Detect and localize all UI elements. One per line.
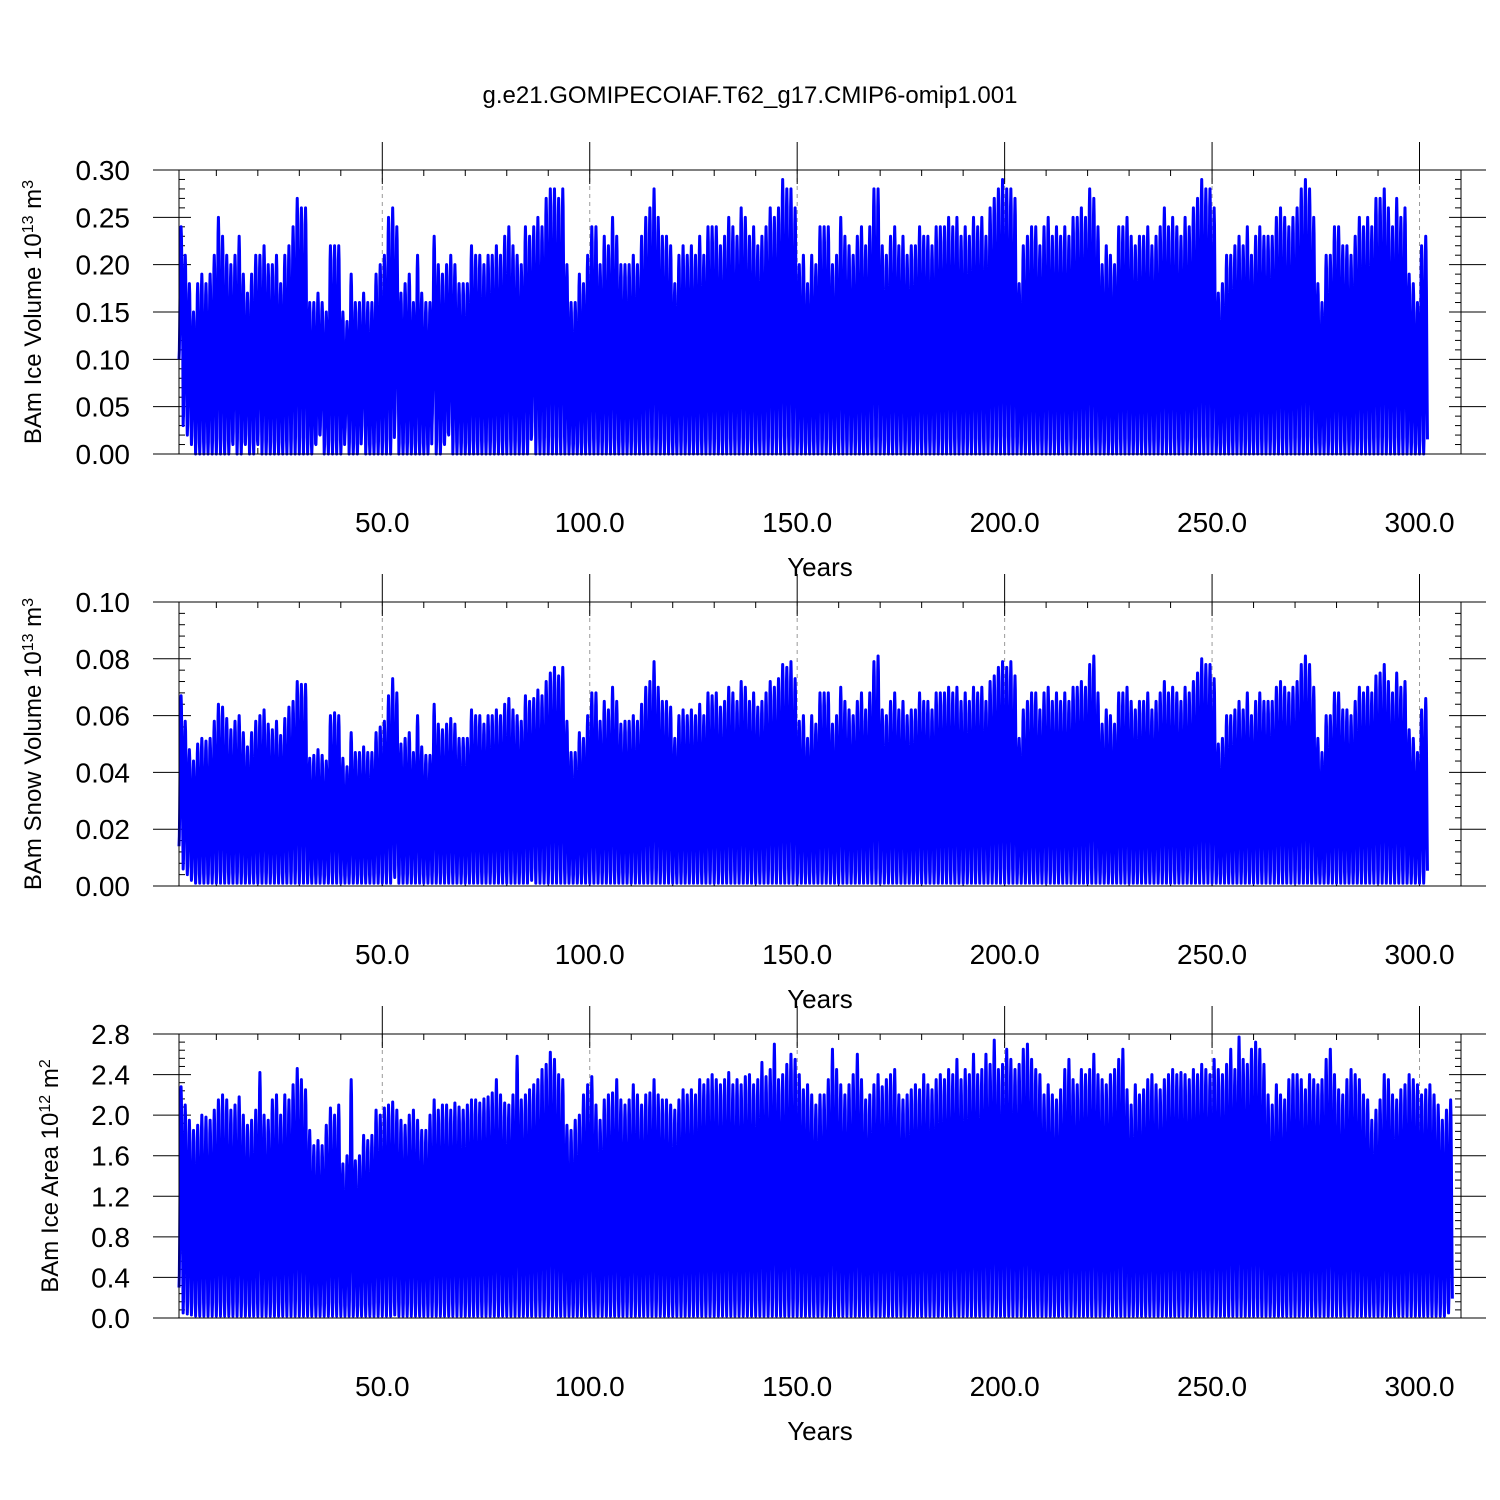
x-tick-label: 100.0 bbox=[555, 939, 625, 970]
x-tick-label: 100.0 bbox=[555, 507, 625, 538]
y-tick-label: 0.30 bbox=[76, 155, 131, 186]
x-tick-label: 50.0 bbox=[355, 507, 410, 538]
plot-frame bbox=[178, 601, 1462, 887]
chart-panel-1: 0.00 0.05 0.10 0.15 0.20 0.25 0.30 50.0 100.0 150… bbox=[20, 142, 1486, 582]
y-tick-label: 0.8 bbox=[91, 1222, 130, 1253]
y-tick-label: 0.25 bbox=[76, 202, 131, 233]
y-tick-label: 0.06 bbox=[76, 701, 131, 732]
y-tick-label: 2.4 bbox=[91, 1060, 130, 1091]
y-tick-label: 0.00 bbox=[76, 871, 131, 902]
plot-frame bbox=[178, 169, 1462, 455]
data-series-line bbox=[177, 1035, 1454, 1318]
y-axis-label: BAm Ice Volume 1013 m3 bbox=[20, 180, 48, 444]
x-tick-label: 150.0 bbox=[762, 507, 832, 538]
x-tick-label: 300.0 bbox=[1384, 939, 1454, 970]
y-tick-label: 0.00 bbox=[76, 439, 131, 470]
y-tick-label: 0.04 bbox=[76, 757, 131, 788]
y-axis-label: BAm Ice Area 1012 m2 bbox=[37, 1059, 65, 1293]
y-tick-label: 0.4 bbox=[91, 1262, 130, 1293]
x-axis-label: Years bbox=[787, 552, 853, 582]
data-series-line bbox=[177, 654, 1429, 885]
x-axis-label: Years bbox=[787, 984, 853, 1014]
y-tick-label: 1.6 bbox=[91, 1141, 130, 1172]
x-tick-label: 200.0 bbox=[970, 939, 1040, 970]
x-tick-label: 50.0 bbox=[355, 1371, 410, 1402]
x-tick-label: 250.0 bbox=[1177, 1371, 1247, 1402]
y-tick-label: 0.08 bbox=[76, 644, 131, 675]
x-tick-label: 200.0 bbox=[970, 1371, 1040, 1402]
y-tick-label: 0.02 bbox=[76, 814, 131, 845]
y-tick-label: 0.20 bbox=[76, 250, 131, 281]
x-tick-label: 300.0 bbox=[1384, 1371, 1454, 1402]
chart-title: g.e21.GOMIPECOIAF.T62_g17.CMIP6-omip1.00… bbox=[482, 82, 1018, 109]
x-axis-label: Years bbox=[787, 1416, 853, 1446]
x-tick-label: 100.0 bbox=[555, 1371, 625, 1402]
y-tick-label: 0.05 bbox=[76, 392, 131, 423]
x-tick-label: 150.0 bbox=[762, 939, 832, 970]
y-tick-label: 0.10 bbox=[76, 344, 131, 375]
y-tick-label: 0.10 bbox=[76, 587, 131, 618]
data-series-line bbox=[177, 177, 1429, 456]
y-tick-label: 0.0 bbox=[91, 1303, 130, 1334]
x-tick-label: 300.0 bbox=[1384, 507, 1454, 538]
x-tick-label: 50.0 bbox=[355, 939, 410, 970]
chart-panel-3: 0.0 0.4 0.8 1.2 1.6 2.0 2.4 2.8 50.0 100.0 150.0 20… bbox=[37, 1006, 1486, 1446]
y-tick-label: 0.15 bbox=[76, 297, 131, 328]
x-tick-label: 150.0 bbox=[762, 1371, 832, 1402]
x-tick-label: 200.0 bbox=[970, 507, 1040, 538]
y-tick-label: 2.8 bbox=[91, 1019, 130, 1050]
x-tick-label: 250.0 bbox=[1177, 939, 1247, 970]
y-tick-label: 1.2 bbox=[91, 1181, 130, 1212]
plot-frame bbox=[178, 1033, 1462, 1319]
y-tick-label: 2.0 bbox=[91, 1100, 130, 1131]
y-axis-label: BAm Snow Volume 1013 m3 bbox=[20, 598, 48, 890]
x-tick-label: 250.0 bbox=[1177, 507, 1247, 538]
chart-panel-2: 0.00 0.02 0.04 0.06 0.08 0.10 50.0 100.0 150.0 20… bbox=[20, 574, 1486, 1014]
